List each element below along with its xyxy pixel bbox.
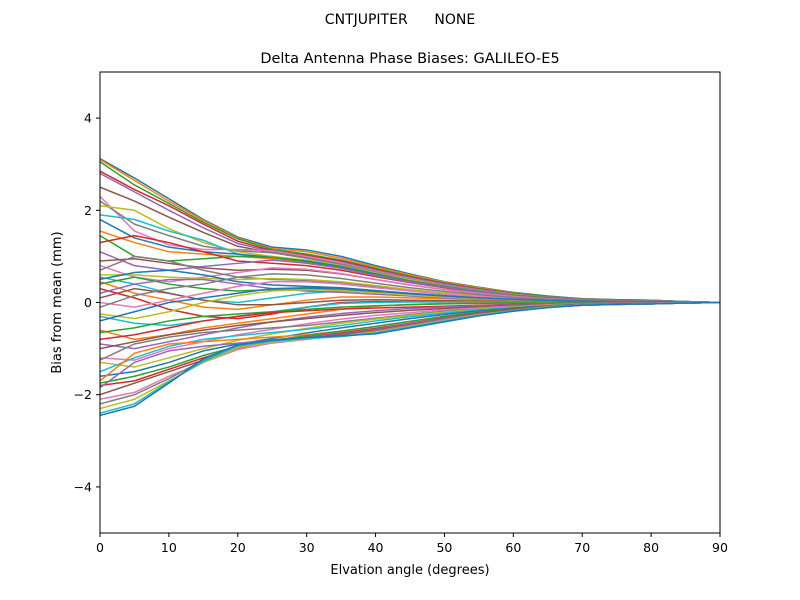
y-axis-label: Bias from mean (mm): [50, 231, 65, 373]
y-tick-label: 0: [84, 295, 92, 310]
x-tick-label: 20: [230, 540, 246, 555]
x-tick-label: 10: [161, 540, 177, 555]
x-axis-label: Elvation angle (degrees): [330, 563, 489, 578]
x-tick-label: 30: [299, 540, 315, 555]
y-axis: −4 −2 0 2 4: [74, 111, 100, 494]
x-tick-label: 0: [96, 540, 104, 555]
x-axis: 0 10 20 30 40 50 60 70 80 90: [96, 533, 728, 555]
series-line-14: [100, 234, 720, 304]
y-tick-label: 4: [84, 111, 92, 126]
series-line-17: [100, 264, 720, 304]
x-tick-label: 50: [436, 540, 452, 555]
y-tick-label: −4: [74, 479, 92, 494]
series-line-31: [100, 287, 720, 322]
series-layer: [100, 158, 720, 417]
x-tick-label: 40: [368, 540, 384, 555]
y-tick-label: −2: [74, 387, 92, 402]
chart-suptitle: CNTJUPITER NONE: [325, 12, 475, 28]
y-tick-label: 2: [84, 203, 92, 218]
x-tick-label: 60: [505, 540, 521, 555]
x-tick-label: 90: [712, 540, 728, 555]
series-line-13: [100, 235, 720, 304]
x-tick-label: 80: [643, 540, 659, 555]
chart-title: Delta Antenna Phase Biases: GALILEO-E5: [260, 51, 559, 67]
series-line-51: [100, 301, 720, 417]
x-tick-label: 70: [574, 540, 590, 555]
series-line-28: [100, 273, 720, 308]
